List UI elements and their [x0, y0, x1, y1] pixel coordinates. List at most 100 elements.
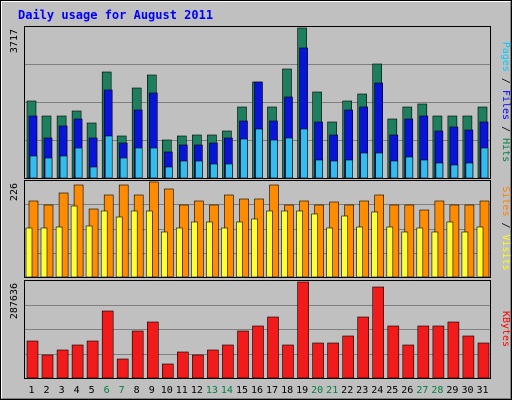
bar-hits-pages-day-21 — [330, 160, 338, 179]
bar-visits-visits-day-5 — [85, 225, 93, 278]
bar-hits-pages-day-6 — [104, 135, 113, 179]
legend-part: Hits — [500, 138, 511, 162]
bar-visits-visits-day-4 — [70, 205, 78, 278]
bar-hits-pages-day-1 — [29, 155, 38, 179]
bar-kbytes-kbytes-day-19 — [297, 281, 309, 379]
x-tick-label-30: 30 — [461, 385, 473, 396]
bar-visits-visits-day-8 — [130, 210, 138, 278]
bar-visits-visits-day-3 — [55, 226, 63, 278]
bar-kbytes-kbytes-day-12 — [192, 354, 204, 379]
x-tick-label-7: 7 — [119, 385, 125, 396]
x-tick-label-20: 20 — [311, 385, 323, 396]
legend-visits: Sites / Visits — [500, 186, 511, 270]
bar-hits-pages-day-2 — [44, 157, 53, 179]
bar-hits-pages-day-27 — [420, 159, 429, 179]
bar-hits-pages-day-13 — [210, 163, 218, 179]
bar-visits-visits-day-24 — [371, 211, 379, 278]
bar-visits-visits-day-22 — [341, 215, 349, 278]
legend-part: Sites — [500, 186, 511, 216]
x-tick-label-1: 1 — [28, 385, 34, 396]
bar-kbytes-kbytes-day-31 — [477, 342, 490, 379]
x-tick-label-29: 29 — [446, 385, 458, 396]
chart-title: Daily usage for August 2011 — [18, 8, 213, 22]
bar-hits-pages-day-16 — [255, 128, 263, 179]
bar-kbytes-kbytes-day-22 — [342, 335, 355, 379]
bar-hits-pages-day-3 — [59, 155, 68, 179]
y-max-label-kbytes: 287636 — [9, 283, 20, 319]
bar-hits-pages-day-31 — [480, 147, 489, 179]
legend-part: Files — [500, 90, 511, 120]
x-tick-label-11: 11 — [176, 385, 188, 396]
x-axis-day-labels: 1 2 3 4 5 6 7 8 9 10 11 12 13 14 15 16 17 18 19 20 21 22 23 24 2… — [28, 385, 488, 396]
x-tick-label-21: 21 — [326, 385, 338, 396]
bar-hits-pages-day-19 — [300, 128, 308, 179]
bar-hits-pages-day-23 — [360, 152, 369, 179]
x-tick-label-5: 5 — [89, 385, 95, 396]
legend-part: Pages — [500, 42, 511, 72]
bar-hits-pages-day-10 — [165, 166, 173, 179]
bar-visits-visits-day-18 — [281, 210, 288, 278]
legend-kbytes: KBytes — [500, 311, 511, 347]
panel-frame-visits — [24, 180, 491, 278]
x-tick-label-10: 10 — [161, 385, 173, 396]
legend-part: / — [500, 216, 511, 234]
x-tick-label-26: 26 — [401, 385, 413, 396]
bar-kbytes-kbytes-day-7 — [116, 358, 129, 379]
x-tick-label-31: 31 — [476, 385, 488, 396]
bar-hits-pages-day-24 — [375, 152, 384, 179]
bar-visits-visits-day-16 — [251, 218, 258, 278]
x-tick-label-4: 4 — [74, 385, 80, 396]
bar-kbytes-kbytes-day-9 — [147, 321, 159, 379]
bar-visits-visits-day-12 — [191, 221, 198, 278]
bar-kbytes-kbytes-day-16 — [252, 325, 264, 379]
bar-visits-visits-day-11 — [176, 227, 183, 278]
x-tick-label-8: 8 — [134, 385, 140, 396]
bar-kbytes-kbytes-day-28 — [432, 325, 445, 379]
bar-kbytes-kbytes-day-29 — [447, 321, 460, 379]
bar-hits-pages-day-30 — [465, 162, 474, 179]
bar-kbytes-kbytes-day-30 — [462, 335, 475, 379]
bar-kbytes-kbytes-day-18 — [282, 344, 294, 379]
x-tick-label-15: 15 — [236, 385, 248, 396]
x-tick-label-14: 14 — [221, 385, 233, 396]
bar-kbytes-kbytes-day-4 — [71, 344, 84, 379]
x-tick-label-22: 22 — [341, 385, 353, 396]
x-tick-label-3: 3 — [59, 385, 65, 396]
legend-part: / — [500, 120, 511, 138]
bar-kbytes-kbytes-day-21 — [327, 342, 339, 379]
bar-hits-pages-day-25 — [390, 160, 399, 179]
bar-hits-pages-day-26 — [405, 156, 414, 179]
y-max-label-hits: 3717 — [9, 29, 20, 53]
panel-visits: 226 Sites / Visits — [9, 180, 511, 278]
bar-hits-pages-day-8 — [134, 147, 143, 179]
x-tick-label-28: 28 — [431, 385, 443, 396]
x-tick-label-24: 24 — [371, 385, 383, 396]
bar-hits-pages-day-4 — [74, 147, 83, 179]
bar-visits-visits-day-23 — [356, 226, 364, 278]
bar-hits-pages-day-29 — [450, 164, 459, 179]
x-tick-label-17: 17 — [266, 385, 278, 396]
legend-hits: Pages / Files / Hits — [500, 42, 511, 162]
bar-visits-visits-day-7 — [115, 216, 123, 278]
bar-hits-pages-day-5 — [89, 166, 98, 179]
bar-kbytes-kbytes-day-11 — [177, 351, 189, 379]
bar-hits-pages-day-12 — [195, 160, 203, 179]
x-tick-label-12: 12 — [191, 385, 203, 396]
bar-kbytes-kbytes-day-3 — [56, 349, 69, 379]
legend-part: Visits — [500, 235, 511, 271]
bar-kbytes-kbytes-day-23 — [357, 316, 370, 379]
bar-visits-visits-day-9 — [146, 210, 153, 278]
bar-visits-visits-day-1 — [25, 227, 33, 278]
bar-visits-visits-day-6 — [100, 210, 108, 278]
y-max-label-visits: 226 — [9, 183, 20, 201]
panel-kbytes: 287636 KBytes — [9, 280, 511, 379]
bar-visits-visits-day-30 — [461, 231, 469, 278]
x-tick-label-23: 23 — [356, 385, 368, 396]
bar-visits-visits-day-21 — [326, 227, 333, 278]
bar-kbytes-kbytes-day-17 — [267, 316, 279, 379]
bar-visits-visits-day-10 — [161, 231, 168, 278]
bar-visits-visits-day-20 — [311, 213, 318, 278]
bar-kbytes-kbytes-day-13 — [207, 349, 219, 379]
bar-kbytes-kbytes-day-5 — [86, 340, 99, 379]
